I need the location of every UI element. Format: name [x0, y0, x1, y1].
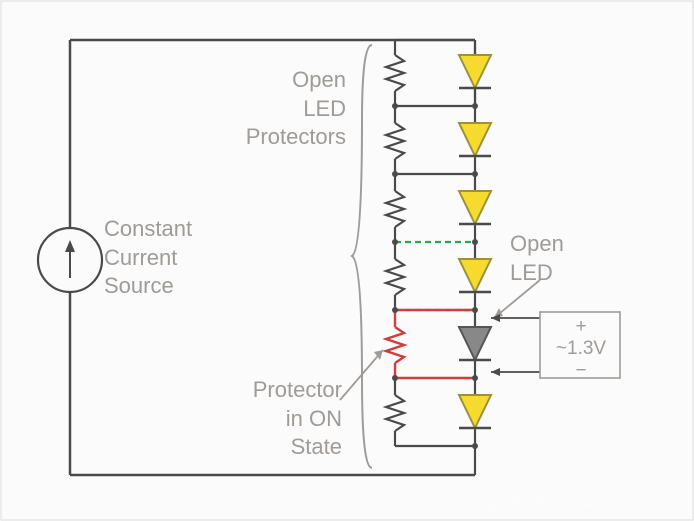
watermark-text: 电子发烧友 www.elecfans.com	[508, 497, 682, 511]
text: OpenLED	[510, 231, 564, 285]
led-3	[459, 259, 491, 292]
led-5	[459, 395, 491, 428]
label-protector-on: Protectorin ONState	[232, 376, 342, 462]
label-open-led-protectors: OpenLEDProtectors	[220, 66, 346, 152]
led-4-open	[459, 327, 491, 360]
led-0	[459, 40, 491, 106]
led-2	[459, 191, 491, 224]
protector-row-0	[386, 40, 475, 106]
protector-row-3	[386, 242, 475, 310]
circuit-diagram: OpenLEDProtectors ConstantCurrentSource …	[0, 0, 694, 521]
protector-row-5	[386, 378, 475, 446]
watermark: 电子发烧友 www.elecfans.com	[484, 495, 682, 513]
label-open-led: OpenLED	[510, 230, 590, 287]
text: ConstantCurrentSource	[104, 216, 192, 298]
label-voltage: +~1.3V−	[548, 316, 614, 382]
protector-row-1	[386, 106, 475, 174]
led-1	[459, 123, 491, 156]
protector-row-2	[386, 174, 475, 242]
text: +~1.3V−	[556, 316, 606, 381]
text: Protectorin ONState	[253, 377, 342, 459]
label-constant-current-source: ConstantCurrentSource	[104, 215, 224, 301]
protector-row-4-on	[386, 310, 475, 378]
text: OpenLEDProtectors	[246, 67, 346, 149]
